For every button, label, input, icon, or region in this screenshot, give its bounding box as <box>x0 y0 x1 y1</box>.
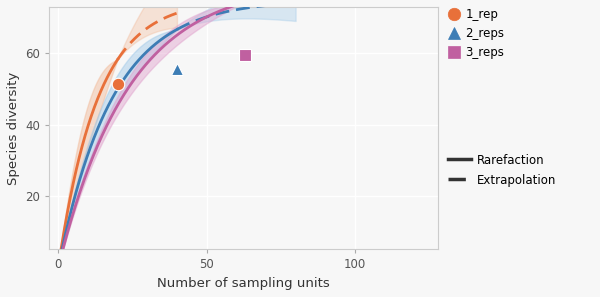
X-axis label: Number of sampling units: Number of sampling units <box>157 277 330 290</box>
Y-axis label: Species diversity: Species diversity <box>7 72 20 185</box>
Legend: Rarefaction, Extrapolation: Rarefaction, Extrapolation <box>448 154 557 187</box>
